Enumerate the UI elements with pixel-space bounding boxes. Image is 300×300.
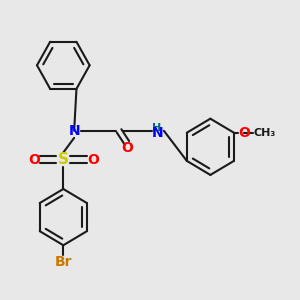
Text: CH₃: CH₃ [254, 128, 276, 138]
Text: N: N [152, 126, 164, 140]
Text: Br: Br [55, 255, 72, 269]
Text: O: O [87, 153, 99, 166]
Text: O: O [28, 153, 40, 166]
Text: S: S [58, 152, 69, 167]
Text: O: O [121, 141, 133, 155]
Text: N: N [68, 124, 80, 138]
Text: O: O [238, 126, 250, 140]
Text: H: H [152, 123, 161, 133]
